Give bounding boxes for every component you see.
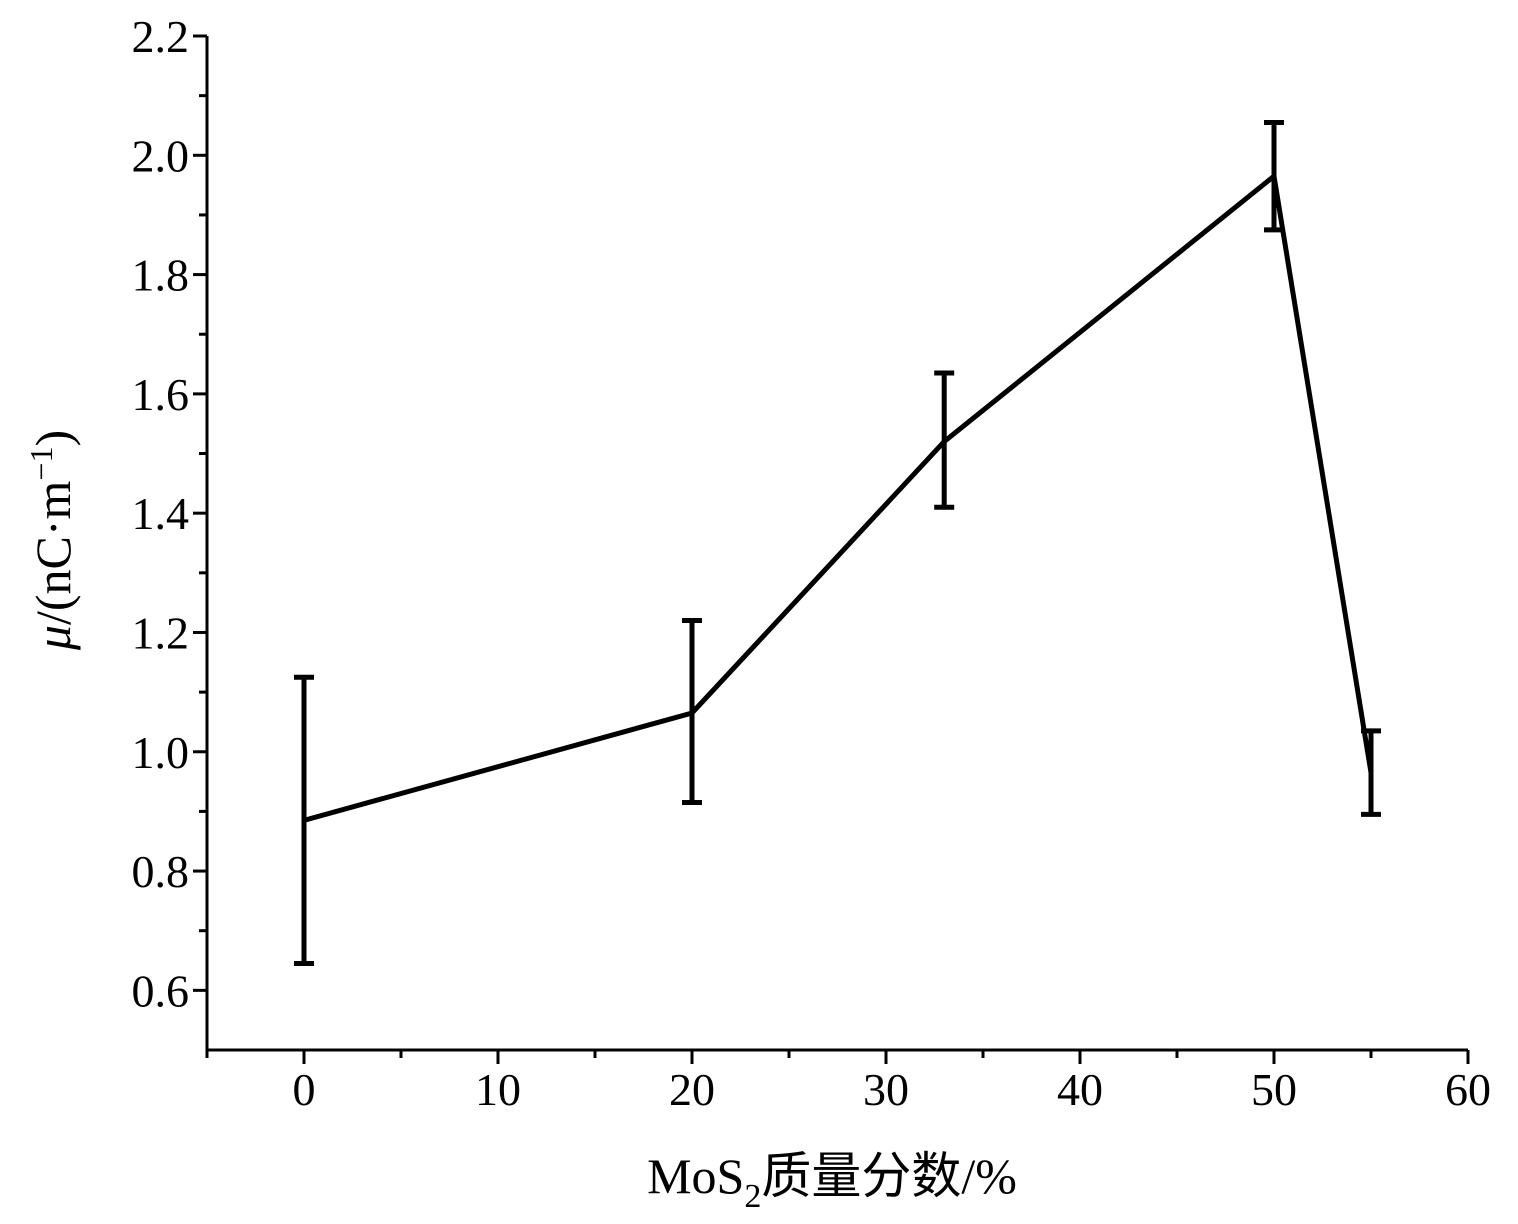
ticks: [193, 34, 1470, 1064]
y-tick-label: 1.4: [132, 488, 190, 539]
y-tick-label: 1.0: [132, 727, 190, 778]
x-tick-label: 40: [1057, 1064, 1103, 1115]
x-tick-label: 10: [475, 1064, 521, 1115]
data-point: [690, 710, 694, 715]
y-axis-title: μ/(nC·m−1): [23, 430, 81, 651]
data-point: [942, 439, 947, 444]
series: [302, 171, 1374, 823]
data-point: [1272, 174, 1276, 179]
y-tick-label: 2.2: [132, 11, 190, 62]
y-tick-label: 0.8: [132, 846, 190, 897]
y-tick-label: 1.8: [132, 250, 190, 301]
y-tick-label: 0.6: [132, 965, 190, 1016]
x-tick-label: 20: [669, 1064, 715, 1115]
x-tick-label: 50: [1251, 1064, 1297, 1115]
data-point: [302, 818, 306, 823]
y-tick-label: 2.0: [132, 130, 190, 181]
x-tick-label: 30: [863, 1064, 909, 1115]
axes: [205, 36, 1468, 1052]
series-line: [303, 171, 1374, 823]
x-tick-label: 0: [293, 1064, 316, 1115]
y-tick-label: 1.2: [132, 607, 190, 658]
data-point: [1369, 770, 1373, 775]
error-bars: [294, 119, 1381, 967]
tick-labels: 0 10 20 30 40 50 60 0.6 0.8 1.0 1.2 1.4 1.6 1.8 2.0 2.2: [132, 11, 1492, 1115]
y-tick-label: 1.6: [132, 369, 190, 420]
x-tick-label: 60: [1445, 1064, 1491, 1115]
x-axis-title: MoS2质量分数/%: [647, 1148, 1017, 1215]
